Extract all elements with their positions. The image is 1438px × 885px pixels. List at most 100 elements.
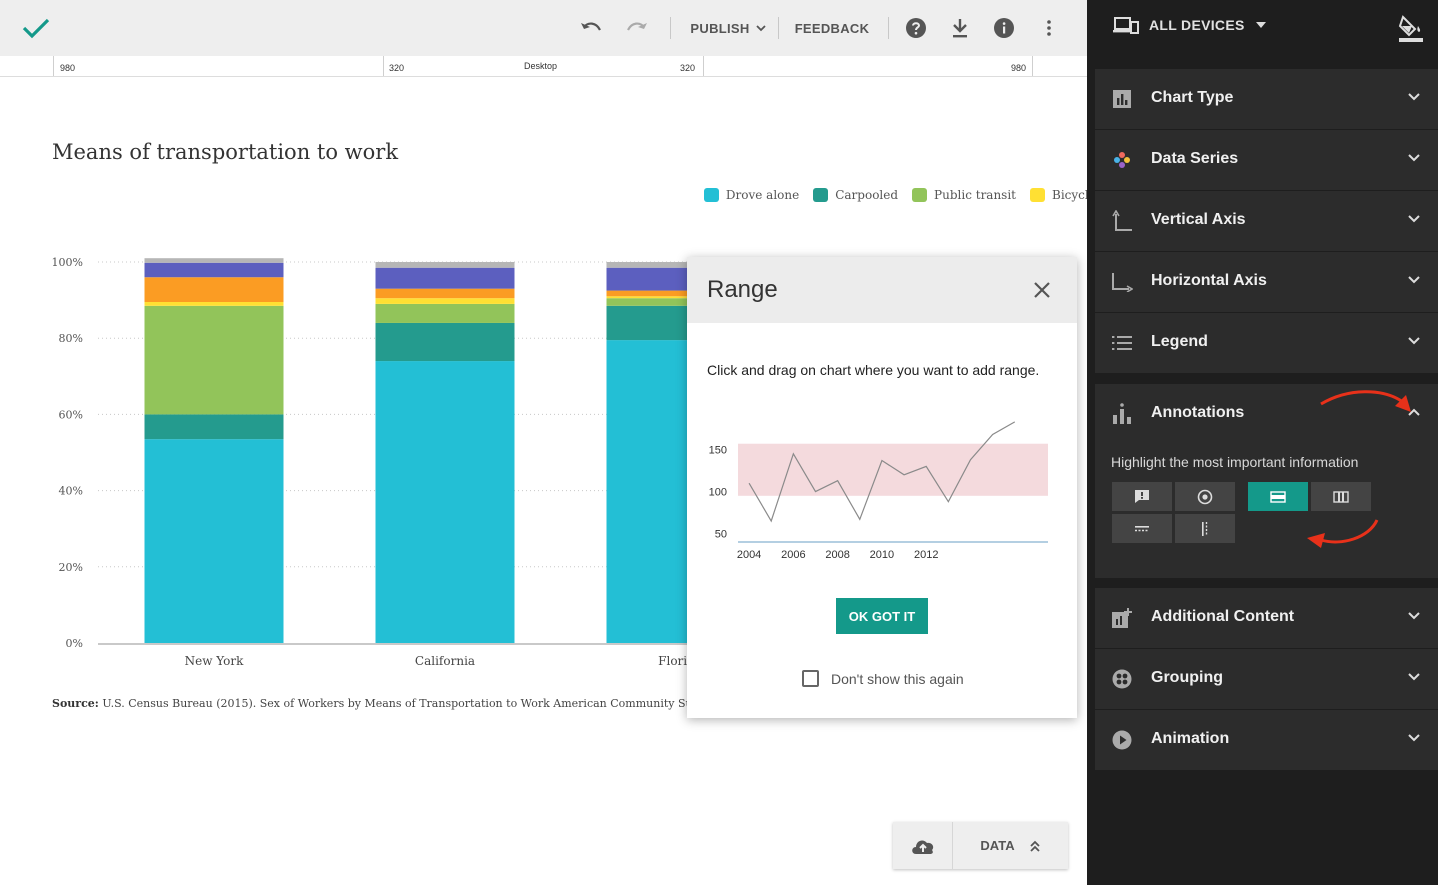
x-tick-label: California xyxy=(415,654,475,668)
y-tick-label: 150 xyxy=(709,445,727,457)
bar-segment[interactable] xyxy=(144,258,284,263)
section-label: Horizontal Axis xyxy=(1151,272,1267,289)
legend-item[interactable]: Carpooled xyxy=(813,188,898,202)
section-label: Additional Content xyxy=(1151,608,1295,625)
close-icon[interactable] xyxy=(1031,279,1053,301)
section-horizontal-axis[interactable]: Horizontal Axis xyxy=(1095,252,1438,312)
upload-cloud-icon[interactable] xyxy=(893,822,953,869)
bar-segment[interactable] xyxy=(375,298,515,304)
redo-icon[interactable] xyxy=(620,0,654,56)
legend-swatch xyxy=(703,188,719,202)
chart-title[interactable]: Means of transportation to work xyxy=(52,140,399,164)
double-chevron-up-icon xyxy=(1029,840,1040,852)
top-toolbar: PUBLISH FEEDBACK xyxy=(0,0,1087,56)
dots-palette-icon xyxy=(1111,149,1133,171)
toolbar-divider xyxy=(670,17,671,39)
section-data-series[interactable]: Data Series xyxy=(1095,130,1438,190)
text-annotation-button[interactable] xyxy=(1112,482,1172,511)
y-tick-label: 0% xyxy=(66,637,83,650)
series-line xyxy=(748,421,1016,523)
bar-segment[interactable] xyxy=(375,288,515,299)
ruler-tick xyxy=(703,56,704,76)
panel-header: ALL DEVICES xyxy=(1087,0,1438,56)
x-tick-label: 2004 xyxy=(737,549,761,561)
legend-item[interactable]: Public transit xyxy=(912,188,1016,202)
download-icon[interactable] xyxy=(946,0,974,56)
bar-segment[interactable] xyxy=(606,296,691,299)
vertical-line-button[interactable] xyxy=(1175,514,1235,543)
feedback-button[interactable]: FEEDBACK xyxy=(790,0,874,56)
toolbar-divider xyxy=(778,17,779,39)
section-annotations: Annotations Highlight the most important… xyxy=(1095,384,1438,578)
settings-panel: ALL DEVICES Chart Type Data Series Verti… xyxy=(1087,0,1438,885)
point-annotation-button[interactable] xyxy=(1175,482,1235,511)
bar-segment[interactable] xyxy=(606,305,691,341)
more-vert-icon[interactable] xyxy=(1036,0,1062,56)
section-grouping[interactable]: Grouping xyxy=(1095,649,1438,709)
chart-source: Source: U.S. Census Bureau (2015). Sex o… xyxy=(52,697,692,710)
bar-segment[interactable] xyxy=(375,361,515,643)
bar-segment[interactable] xyxy=(144,262,284,278)
section-animation[interactable]: Animation xyxy=(1095,710,1438,770)
add-content-icon xyxy=(1111,607,1133,629)
undo-icon[interactable] xyxy=(574,0,608,56)
section-chart-type[interactable]: Chart Type xyxy=(1095,69,1438,129)
horizontal-line-button[interactable] xyxy=(1112,514,1172,543)
horizontal-line-icon xyxy=(1135,525,1149,531)
publish-button[interactable]: PUBLISH xyxy=(683,0,773,56)
caret-down-icon xyxy=(1255,22,1266,28)
bar-segment[interactable] xyxy=(606,340,691,643)
bar-segment[interactable] xyxy=(375,303,515,323)
x-tick-label: Floric xyxy=(658,654,690,668)
legend-label: Carpooled xyxy=(835,188,899,202)
vertical-range-button[interactable] xyxy=(1311,482,1371,511)
bar-segment[interactable] xyxy=(144,305,284,415)
x-tick-label: 2012 xyxy=(914,549,938,561)
bar-segment[interactable] xyxy=(606,298,691,306)
bar-segment[interactable] xyxy=(606,267,691,291)
section-label[interactable]: Annotations xyxy=(1151,404,1245,421)
bar-segment[interactable] xyxy=(144,439,284,643)
data-button[interactable]: DATA xyxy=(953,822,1068,869)
bar-segment[interactable] xyxy=(606,262,691,268)
checkbox-box[interactable] xyxy=(802,670,819,687)
chevron-up-icon[interactable] xyxy=(1408,408,1420,416)
bar-segment[interactable] xyxy=(144,414,284,440)
vertical-range-icon xyxy=(1333,490,1349,503)
all-devices-dropdown[interactable]: ALL DEVICES xyxy=(1113,16,1267,34)
y-tick-label: 100% xyxy=(52,256,83,269)
feedback-label: FEEDBACK xyxy=(794,20,870,36)
legend-label: Bicycle xyxy=(1052,188,1096,202)
source-text: U.S. Census Bureau (2015). Sex of Worker… xyxy=(102,697,692,710)
legend-item[interactable]: Bicycle xyxy=(1030,188,1096,202)
help-icon[interactable] xyxy=(902,0,930,56)
x-tick-label: 2010 xyxy=(870,549,894,561)
bar-segment[interactable] xyxy=(606,290,691,297)
dont-show-again-checkbox[interactable]: Don't show this again xyxy=(802,670,964,687)
bar-segment[interactable] xyxy=(375,267,515,289)
legend-item[interactable]: Drove alone xyxy=(703,188,799,202)
section-vertical-axis[interactable]: Vertical Axis xyxy=(1095,191,1438,251)
legend-swatch xyxy=(1030,188,1046,202)
source-label: Source: xyxy=(52,697,99,710)
horizontal-range-button[interactable] xyxy=(1248,482,1308,511)
chevron-down-icon xyxy=(1408,673,1420,681)
chevron-down-icon xyxy=(1408,734,1420,742)
section-additional-content[interactable]: Additional Content xyxy=(1095,588,1438,648)
info-icon[interactable] xyxy=(990,0,1018,56)
range-help-dialog: Range Click and drag on chart where you … xyxy=(687,257,1077,718)
bar-segment[interactable] xyxy=(375,322,515,362)
ruler-tick xyxy=(1032,56,1033,76)
bar-segment[interactable] xyxy=(375,262,515,268)
ok-got-it-button[interactable]: OK GOT IT xyxy=(836,598,928,634)
done-check-icon[interactable] xyxy=(14,0,58,56)
stacked-bar-chart[interactable]: 0% 20% 40% 60% 80% 100% New York California Flor… xyxy=(0,240,690,680)
bar-chart-icon xyxy=(1111,88,1133,110)
section-legend[interactable]: Legend xyxy=(1095,313,1438,373)
bar-segment[interactable] xyxy=(144,277,284,303)
bar-segment[interactable] xyxy=(144,302,284,306)
y-tick-label: 100 xyxy=(709,487,727,499)
ruler-label: 980 xyxy=(1011,63,1027,73)
section-label: Vertical Axis xyxy=(1151,211,1246,228)
paint-bucket-icon[interactable] xyxy=(1398,14,1424,42)
